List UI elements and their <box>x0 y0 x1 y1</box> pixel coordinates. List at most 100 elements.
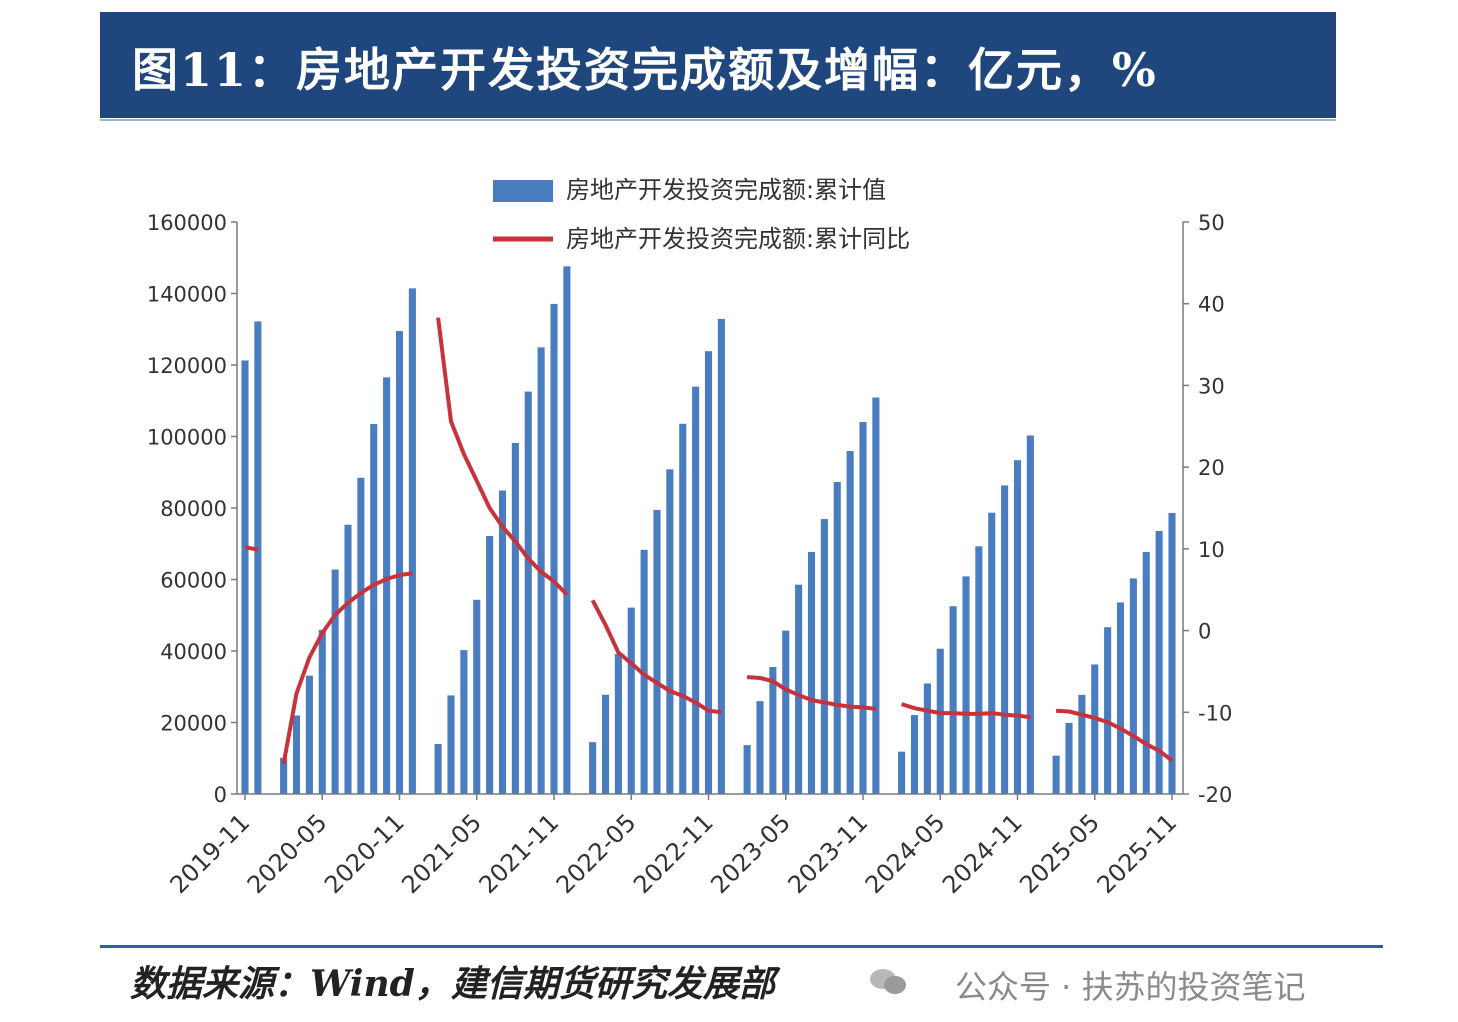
yoy-line-segment-0 <box>244 545 259 552</box>
bar-2024-02 <box>898 751 906 794</box>
bar-2025-04 <box>1078 694 1086 794</box>
legend-bar-label: 房地产开发投资完成额:累计值 <box>566 176 886 204</box>
bar-2021-11 <box>550 303 558 794</box>
chart-legend: 房地产开发投资完成额:累计值 房地产开发投资完成额:累计同比 <box>493 176 910 253</box>
bar-2024-05 <box>936 648 944 794</box>
bar-2023-12 <box>872 397 880 794</box>
bar-2024-10 <box>1001 485 1009 794</box>
bar-2021-07 <box>498 490 507 794</box>
title-banner: 图11：房地产开发投资完成额及增幅：亿元，% <box>100 12 1336 118</box>
bar-2022-03 <box>601 694 610 794</box>
bar-2025-06 <box>1104 627 1112 794</box>
bar-2020-09 <box>370 424 378 794</box>
wechat-icon <box>870 969 906 994</box>
bar-2020-10 <box>383 377 391 794</box>
bar-2021-02 <box>434 744 442 794</box>
bar-2019-11 <box>241 360 249 794</box>
axes-layer: 0 20000 40000 60000 80000 100000 120000 140000 1… <box>147 211 1232 899</box>
bar-2024-12 <box>1026 435 1034 794</box>
x-tick-label: 2025-11 <box>1092 808 1183 899</box>
bar-2024-08 <box>975 546 983 794</box>
x-tick-label: 2022-11 <box>628 808 719 899</box>
x-tick-label: 2024-05 <box>860 808 951 899</box>
bar-2024-03 <box>910 715 919 794</box>
y-left-tick-label: 40000 <box>160 640 227 664</box>
bar-2025-07 <box>1116 602 1125 794</box>
bar-2024-04 <box>923 683 931 794</box>
bar-2025-03 <box>1065 722 1073 794</box>
bar-2022-12 <box>717 318 725 794</box>
yoy-line-segment-6 <box>1055 708 1174 763</box>
x-tick-label: 2019-11 <box>165 808 256 899</box>
y-left-tick-label: 80000 <box>160 497 227 521</box>
y-right-tick-label: 40 <box>1198 293 1225 317</box>
bar-2020-08 <box>357 477 365 794</box>
bar-2020-03 <box>292 715 301 794</box>
bar-2024-09 <box>988 512 996 794</box>
bar-2020-07 <box>344 524 352 794</box>
y-right-tick-label: -10 <box>1198 701 1232 725</box>
y-right-tick-label: 20 <box>1198 456 1225 480</box>
x-tick-label: 2024-11 <box>937 808 1028 899</box>
bar-2022-07 <box>653 509 661 794</box>
y-left-tick-label: 20000 <box>160 712 227 736</box>
bar-2023-08 <box>820 519 828 794</box>
bar-2021-05 <box>473 599 481 794</box>
legend-line-label: 房地产开发投资完成额:累计同比 <box>566 225 910 253</box>
watermark-text: 公众号 · 扶苏的投资笔记 <box>955 968 1306 1006</box>
title-divider <box>100 119 1336 121</box>
bar-2020-12 <box>408 288 416 794</box>
bar-2020-04 <box>305 675 313 794</box>
bar-2023-09 <box>833 482 841 794</box>
page-title: 图11：房地产开发投资完成额及增幅：亿元，% <box>132 43 1158 97</box>
bar-2020-05 <box>318 629 326 794</box>
y-left-tick-label: 160000 <box>147 211 227 235</box>
investment-chart: 0 20000 40000 60000 80000 100000 120000 140000 1… <box>147 176 1232 899</box>
bar-2025-10 <box>1155 531 1163 794</box>
y-right-tick-label: -20 <box>1198 783 1232 807</box>
x-tick-label: 2021-11 <box>474 808 565 899</box>
bar-2025-11 <box>1168 513 1176 794</box>
bar-2021-12 <box>563 266 571 794</box>
bar-2022-04 <box>614 654 622 794</box>
bar-2024-11 <box>1013 460 1022 794</box>
bar-2025-08 <box>1129 578 1137 794</box>
y-right-tick-label: 50 <box>1198 211 1225 235</box>
bar-2023-10 <box>846 451 854 794</box>
bar-2024-06 <box>949 606 957 794</box>
bar-2019-12 <box>254 321 262 794</box>
bar-2025-05 <box>1091 664 1099 794</box>
bar-2023-03 <box>756 701 764 794</box>
bar-2022-10 <box>692 386 700 794</box>
bar-2025-02 <box>1052 755 1060 794</box>
bar-2022-02 <box>589 742 597 794</box>
y-left-tick-label: 0 <box>214 783 227 807</box>
footer-divider <box>100 945 1383 948</box>
bar-2024-07 <box>962 576 970 794</box>
x-tick-label: 2021-05 <box>396 808 487 899</box>
bar-2023-05 <box>782 630 790 794</box>
data-source: 数据来源：Wind，建信期货研究发展部 <box>130 963 775 1005</box>
y-left-tick-label: 100000 <box>147 426 227 450</box>
bar-2021-03 <box>447 695 455 794</box>
x-tick-label: 2020-05 <box>242 808 333 899</box>
x-tick-label: 2023-11 <box>783 808 874 899</box>
y-left-tick-label: 120000 <box>147 354 227 378</box>
x-tick-label: 2023-05 <box>705 808 796 899</box>
bar-2023-06 <box>795 584 803 794</box>
bar-2023-07 <box>807 551 816 794</box>
bar-2023-02 <box>743 745 751 794</box>
bar-2021-04 <box>460 650 468 794</box>
bar-2025-09 <box>1142 551 1150 794</box>
y-right-tick-label: 10 <box>1198 538 1225 562</box>
bar-2022-08 <box>666 469 674 794</box>
bar-2021-06 <box>486 535 494 794</box>
bar-2021-09 <box>524 391 532 794</box>
bars-layer <box>241 266 1176 794</box>
y-right-tick-label: 0 <box>1198 620 1211 644</box>
line-layer <box>244 317 1174 765</box>
x-tick-label: 2020-11 <box>319 808 410 899</box>
y-right-tick-label: 30 <box>1198 374 1225 398</box>
bar-2022-05 <box>627 607 635 794</box>
bar-2023-04 <box>769 667 777 794</box>
